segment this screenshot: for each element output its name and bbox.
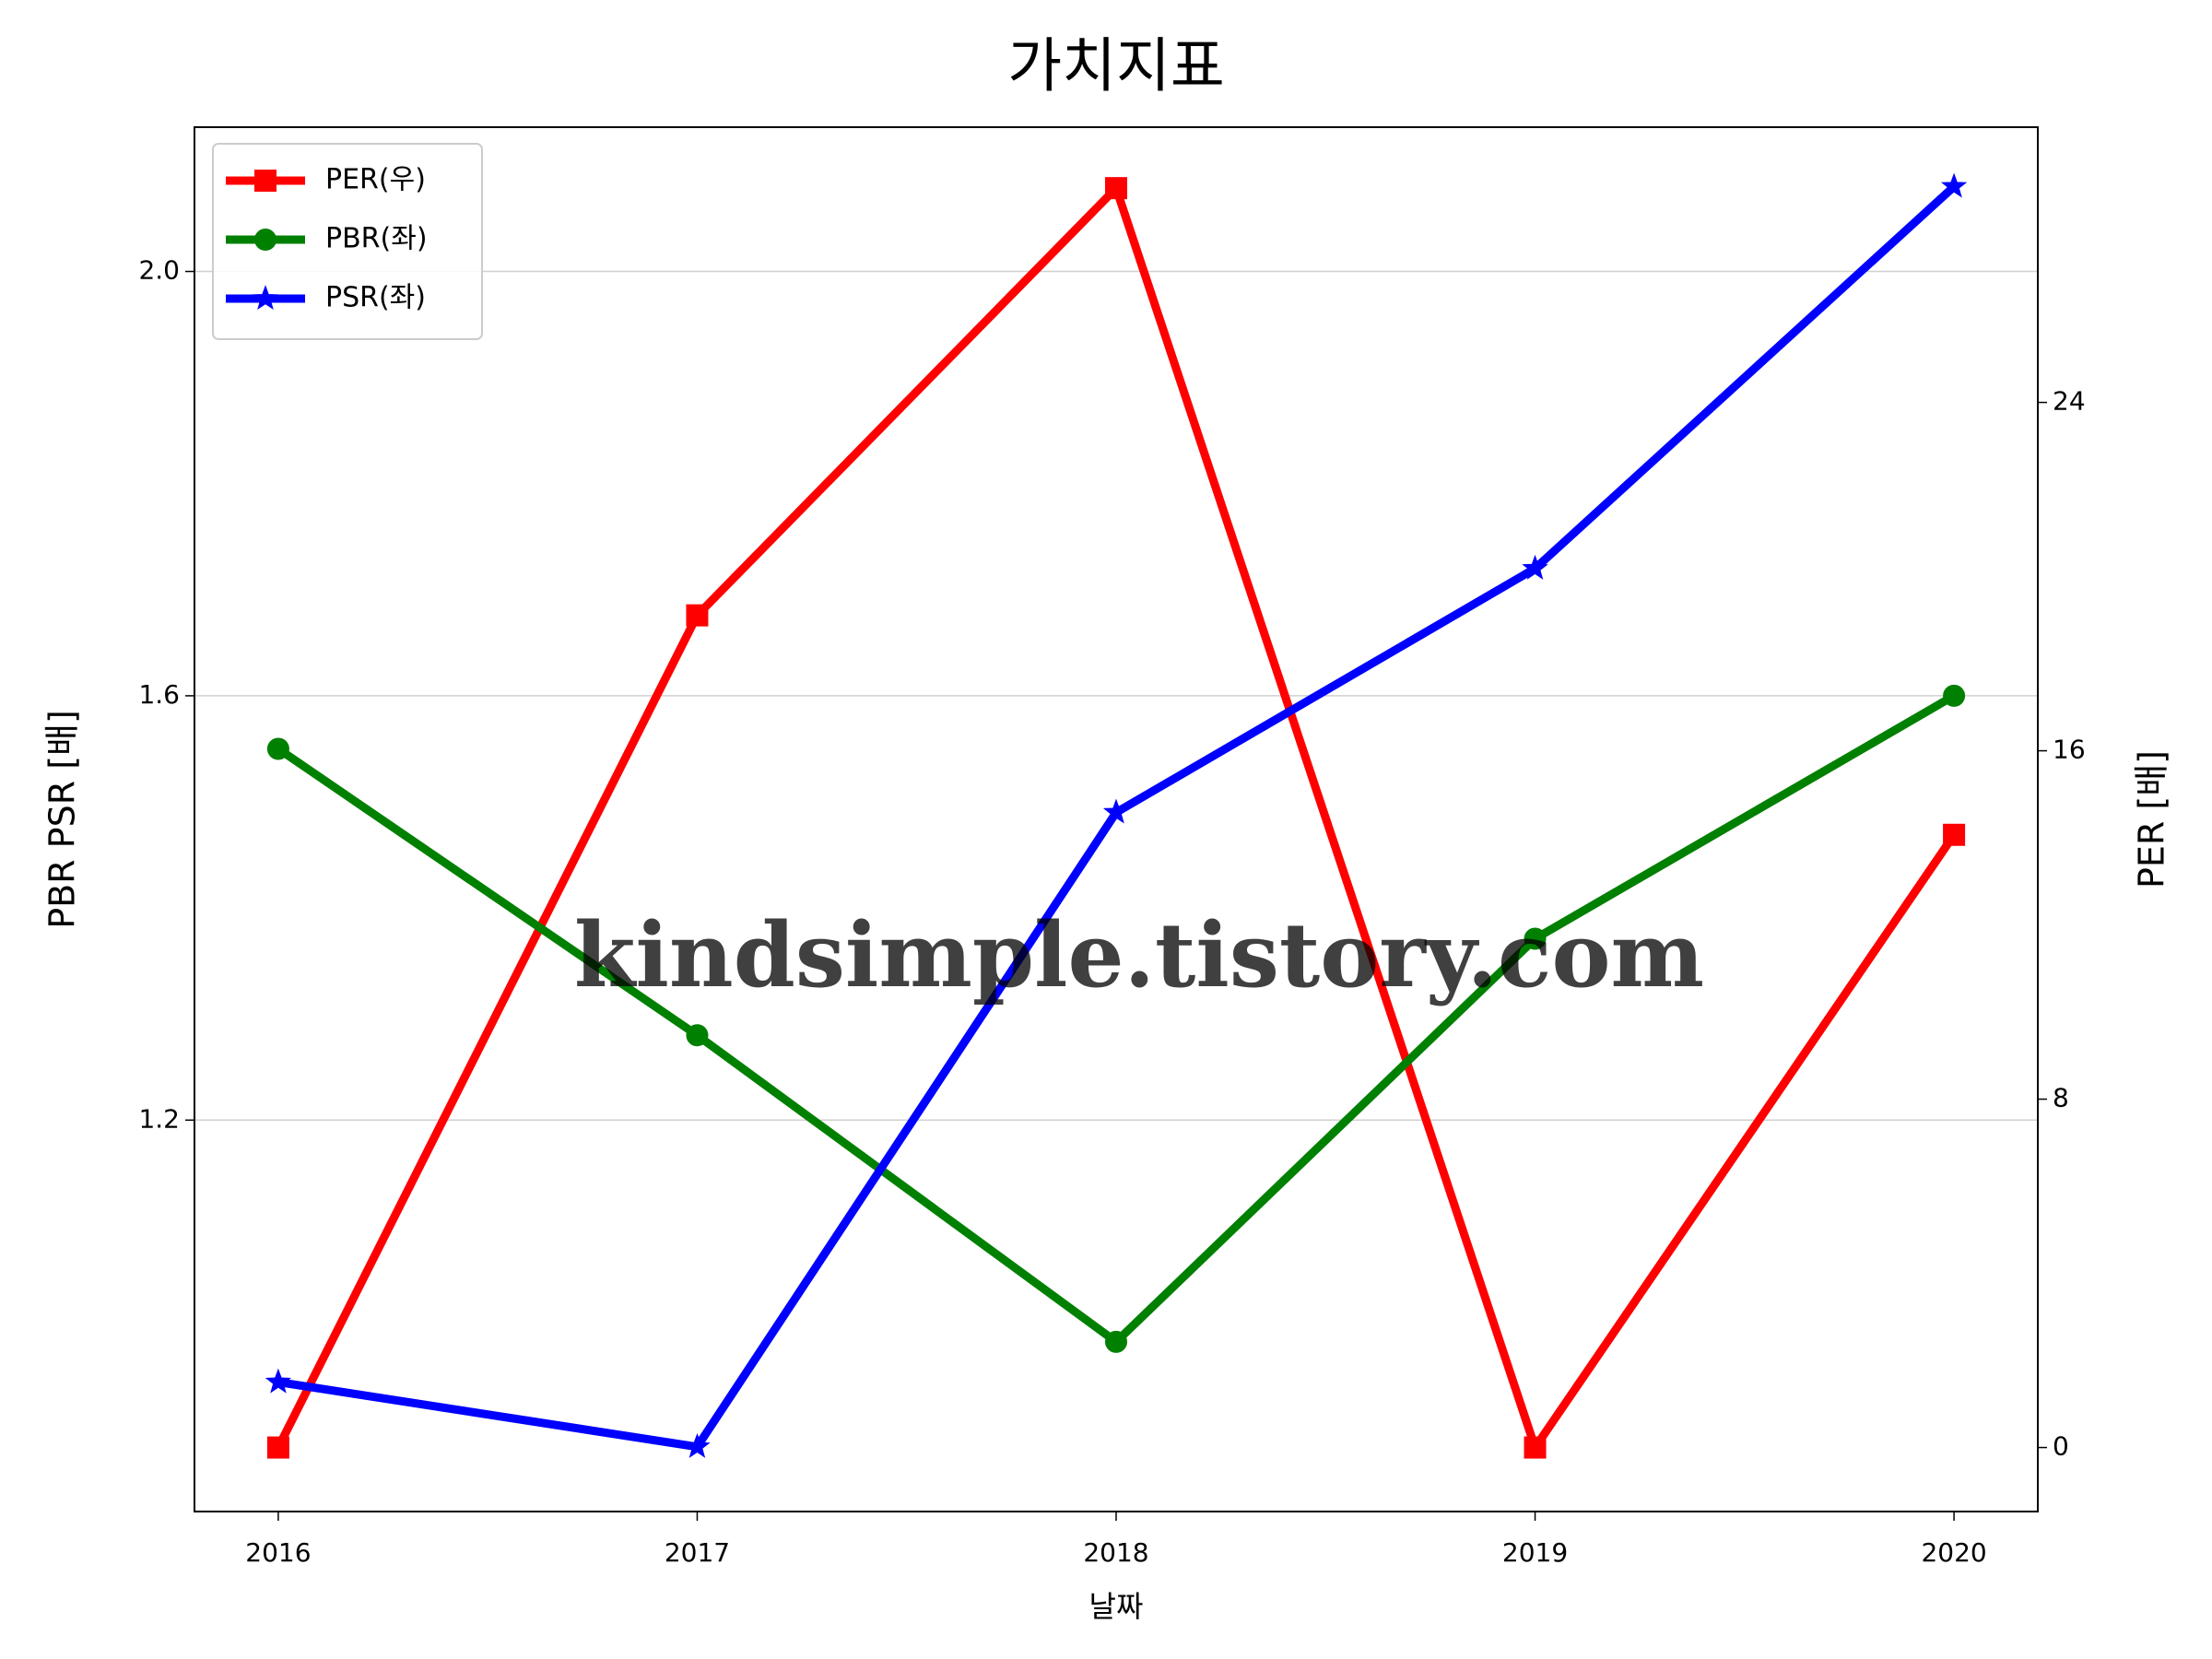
marker [1524, 1436, 1547, 1459]
marker [1524, 927, 1547, 950]
x-tick-label: 2016 [245, 1537, 311, 1568]
y2-tick-label: 0 [2053, 1431, 2069, 1462]
marker [686, 604, 709, 627]
y-tick-label: 1.6 [138, 679, 180, 710]
marker [1943, 823, 1966, 846]
x-tick-label: 2017 [665, 1537, 730, 1568]
x-tick-label: 2018 [1083, 1537, 1148, 1568]
legend: PER(우) PBR(좌) PSR(좌) [212, 143, 483, 340]
y2-axis-label: PER [배] [2132, 750, 2172, 888]
marker [1102, 798, 1130, 824]
marker [254, 229, 276, 251]
y-tick-label: 2.0 [138, 255, 180, 286]
marker [1522, 554, 1548, 580]
legend-label: PER(우) [325, 164, 426, 196]
marker [266, 737, 289, 760]
y2-tick-label: 8 [2053, 1083, 2069, 1113]
y-tick-label: 1.2 [138, 1103, 180, 1134]
marker [266, 1436, 289, 1459]
x-tick-label: 2020 [1921, 1537, 1986, 1568]
y-axis-label: PBR PSR [배] [42, 710, 83, 929]
marker [1943, 684, 1966, 707]
legend-box [212, 143, 483, 340]
watermark: kindsimple.tistory.com [574, 903, 1704, 1007]
marker [1105, 1330, 1127, 1353]
y2-tick-label: 16 [2053, 735, 2086, 765]
x-tick-label: 2019 [1502, 1537, 1568, 1568]
legend-label: PSR(좌) [325, 282, 426, 314]
marker [1940, 172, 1968, 198]
marker [265, 1368, 292, 1394]
legend-label: PBR(좌) [325, 223, 428, 255]
marker [684, 1432, 711, 1458]
axes-frame [194, 126, 2039, 1512]
y2-tick-label: 24 [2053, 386, 2086, 417]
marker [254, 170, 276, 192]
marker [1105, 177, 1127, 200]
x-axis-label: 날짜 [1089, 1589, 1144, 1624]
chart-title: 가치지표 [1007, 33, 1225, 101]
marker [686, 1024, 709, 1047]
marker [252, 285, 279, 311]
